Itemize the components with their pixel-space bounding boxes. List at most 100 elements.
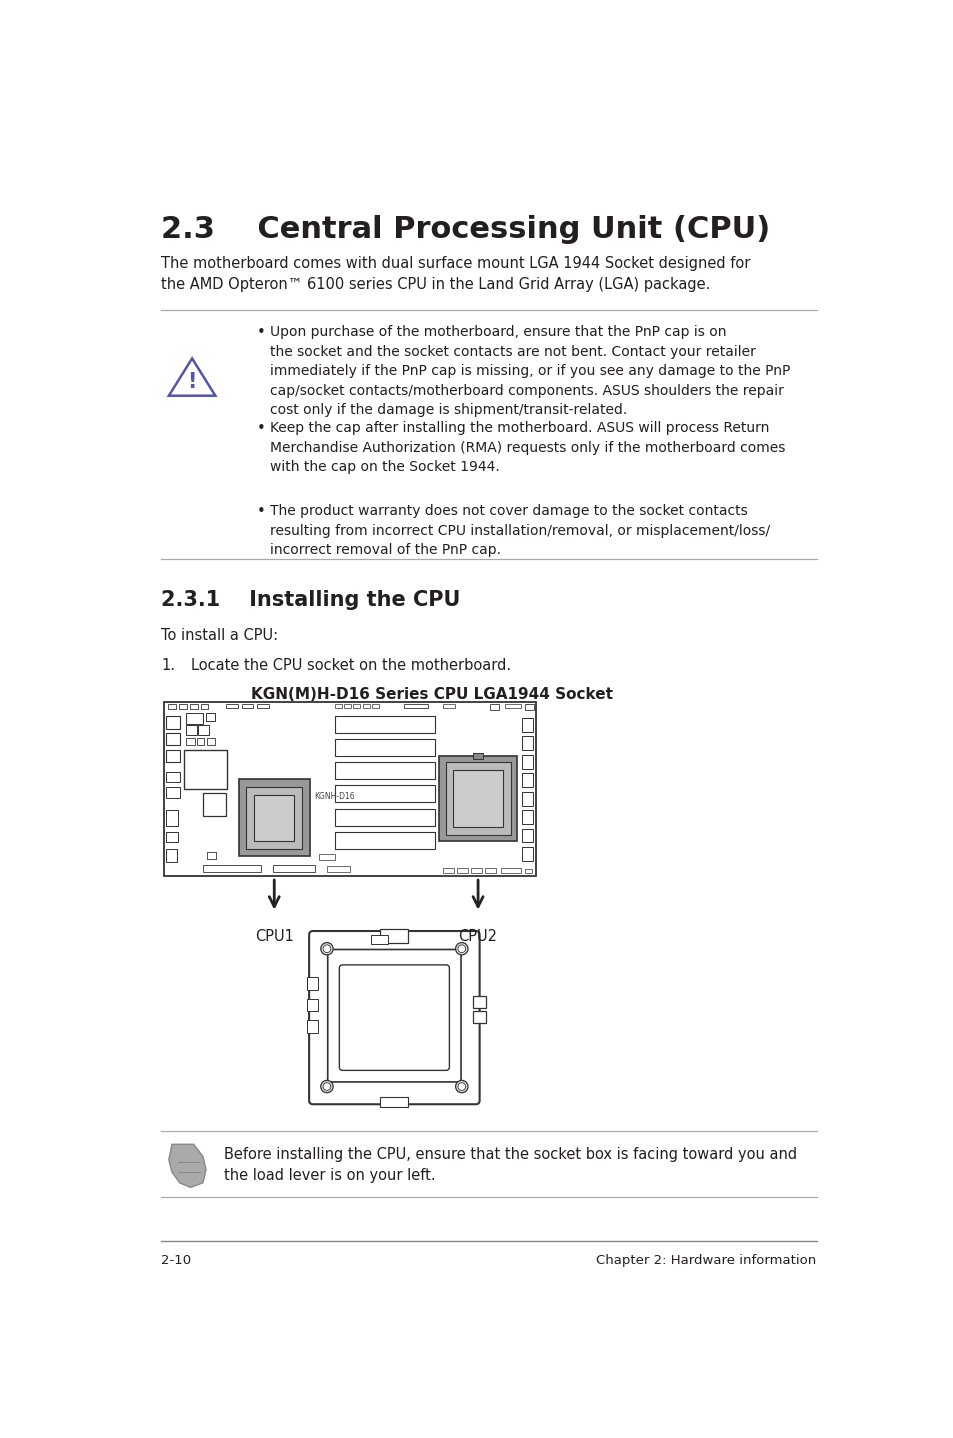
Bar	[521, 774, 533, 787]
Bar	[443, 703, 455, 707]
Text: Keep the cap after installing the motherboard. ASUS will process Return
Merchand: Keep the cap after installing the mother…	[270, 421, 785, 475]
Bar	[471, 869, 481, 873]
Bar	[238, 779, 310, 856]
Bar	[166, 772, 179, 782]
Bar	[200, 703, 208, 709]
Circle shape	[323, 945, 331, 952]
Bar	[335, 808, 435, 825]
Bar	[166, 831, 178, 843]
Circle shape	[320, 1080, 333, 1093]
Text: The product warranty does not cover damage to the socket contacts
resulting from: The product warranty does not cover dama…	[270, 505, 770, 558]
Bar	[186, 738, 195, 745]
Text: Locate the CPU socket on the motherboard.: Locate the CPU socket on the motherboard…	[191, 657, 510, 673]
Bar	[319, 854, 335, 860]
Bar	[500, 869, 520, 873]
Bar	[186, 725, 196, 735]
Bar	[164, 702, 536, 876]
Bar	[505, 703, 520, 707]
Bar	[246, 787, 302, 848]
Polygon shape	[169, 1145, 206, 1188]
Bar	[524, 870, 532, 873]
Circle shape	[456, 1080, 468, 1093]
Bar	[186, 713, 203, 723]
Bar	[273, 864, 315, 873]
Bar	[521, 755, 533, 768]
Bar	[196, 738, 204, 745]
Text: Upon purchase of the motherboard, ensure that the PnP cap is on
the socket and t: Upon purchase of the motherboard, ensure…	[270, 325, 790, 417]
Bar	[335, 739, 435, 756]
Bar	[335, 831, 435, 848]
Bar	[166, 787, 179, 798]
Text: CPU2: CPU2	[458, 929, 497, 945]
Circle shape	[320, 942, 333, 955]
Text: 2.3.1    Installing the CPU: 2.3.1 Installing the CPU	[161, 590, 460, 610]
Bar	[190, 703, 197, 709]
Bar	[307, 978, 317, 989]
Bar	[439, 756, 517, 841]
Text: Before installing the CPU, ensure that the socket box is facing toward you and
t: Before installing the CPU, ensure that t…	[224, 1146, 796, 1183]
Text: CPU1: CPU1	[254, 929, 294, 945]
Bar	[327, 866, 350, 873]
Bar	[521, 718, 533, 732]
Bar	[443, 869, 454, 873]
Bar	[166, 848, 176, 863]
Text: KGNH-D16: KGNH-D16	[314, 792, 355, 801]
Text: •: •	[257, 505, 266, 519]
Bar	[453, 771, 502, 827]
Bar	[380, 1097, 408, 1107]
Bar	[184, 751, 227, 788]
Bar	[380, 929, 408, 942]
Bar	[307, 1021, 317, 1032]
Bar	[473, 754, 482, 759]
Bar	[524, 703, 534, 710]
Bar	[473, 995, 485, 1008]
Circle shape	[457, 945, 465, 952]
Bar	[257, 703, 269, 709]
Bar	[372, 703, 378, 707]
Bar	[198, 725, 209, 735]
Text: 2.3    Central Processing Unit (CPU): 2.3 Central Processing Unit (CPU)	[161, 214, 769, 244]
Text: •: •	[257, 325, 266, 339]
Circle shape	[323, 1083, 331, 1090]
Bar	[371, 935, 388, 945]
Bar	[253, 795, 294, 841]
Bar	[203, 794, 226, 817]
Bar	[335, 703, 341, 707]
Bar	[473, 1011, 485, 1024]
Bar	[179, 703, 187, 709]
Bar	[521, 810, 533, 824]
Bar	[335, 716, 435, 733]
Text: Chapter 2: Hardware information: Chapter 2: Hardware information	[596, 1254, 816, 1267]
Text: •: •	[257, 421, 266, 436]
Text: 1.: 1.	[161, 657, 175, 673]
FancyBboxPatch shape	[309, 930, 479, 1104]
Bar	[166, 716, 179, 729]
Text: KGN(M)H-D16 Series CPU LGA1944 Socket: KGN(M)H-D16 Series CPU LGA1944 Socket	[251, 687, 613, 702]
Bar	[484, 869, 496, 873]
Text: To install a CPU:: To install a CPU:	[161, 628, 278, 643]
FancyBboxPatch shape	[339, 965, 449, 1070]
Bar	[344, 703, 351, 707]
Bar	[168, 703, 175, 709]
Bar	[226, 703, 237, 709]
Circle shape	[457, 1083, 465, 1090]
Bar	[207, 853, 216, 858]
Bar	[521, 736, 533, 751]
Bar	[166, 751, 179, 762]
FancyBboxPatch shape	[328, 949, 460, 1081]
Bar	[203, 864, 261, 873]
Text: 2-10: 2-10	[161, 1254, 191, 1267]
Bar	[521, 828, 533, 843]
Bar	[445, 762, 510, 835]
Bar	[489, 703, 498, 710]
Bar	[456, 869, 468, 873]
Bar	[207, 738, 214, 745]
Bar	[362, 703, 369, 707]
Circle shape	[456, 942, 468, 955]
Bar	[166, 733, 179, 745]
Bar	[241, 703, 253, 709]
Bar	[335, 762, 435, 779]
Bar	[307, 999, 317, 1011]
Bar	[353, 703, 360, 707]
Text: !: !	[187, 372, 196, 393]
